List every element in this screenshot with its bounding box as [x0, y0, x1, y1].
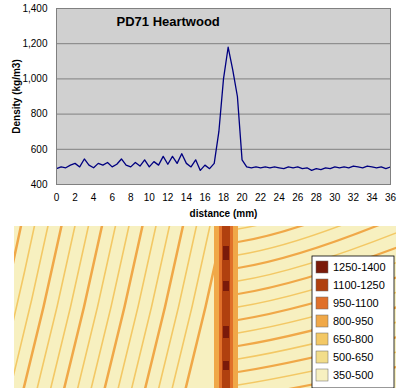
svg-text:18: 18	[218, 192, 230, 203]
svg-text:8: 8	[128, 192, 134, 203]
svg-text:6: 6	[109, 192, 115, 203]
svg-text:1,400: 1,400	[22, 3, 47, 14]
svg-text:PD71 Heartwood: PD71 Heartwood	[117, 14, 220, 29]
svg-text:24: 24	[274, 192, 286, 203]
svg-text:800-950: 800-950	[333, 315, 373, 327]
svg-text:400: 400	[31, 179, 48, 190]
svg-text:1100-1250: 1100-1250	[333, 279, 385, 291]
svg-text:600: 600	[31, 144, 48, 155]
svg-text:16: 16	[199, 192, 211, 203]
svg-text:1250-1400: 1250-1400	[333, 261, 386, 273]
svg-text:4: 4	[91, 192, 97, 203]
svg-text:14: 14	[181, 192, 193, 203]
svg-text:26: 26	[292, 192, 304, 203]
svg-text:Density (kg/m3): Density (kg/m3)	[11, 59, 22, 133]
svg-text:32: 32	[348, 192, 360, 203]
svg-text:36: 36	[385, 192, 397, 203]
svg-text:12: 12	[162, 192, 174, 203]
svg-text:0: 0	[54, 192, 60, 203]
svg-text:650-800: 650-800	[333, 333, 373, 345]
svg-text:350-500: 350-500	[333, 369, 373, 381]
svg-text:10: 10	[144, 192, 156, 203]
svg-text:1,000: 1,000	[22, 73, 47, 84]
svg-text:950-1100: 950-1100	[333, 297, 379, 309]
svg-text:1,200: 1,200	[22, 38, 47, 49]
svg-text:distance (mm): distance (mm)	[190, 208, 258, 219]
svg-text:22: 22	[255, 192, 267, 203]
svg-text:30: 30	[329, 192, 341, 203]
svg-text:800: 800	[31, 108, 48, 119]
svg-text:20: 20	[236, 192, 248, 203]
svg-text:2: 2	[72, 192, 78, 203]
svg-text:500-650: 500-650	[333, 351, 373, 363]
svg-text:28: 28	[311, 192, 323, 203]
svg-text:34: 34	[366, 192, 378, 203]
